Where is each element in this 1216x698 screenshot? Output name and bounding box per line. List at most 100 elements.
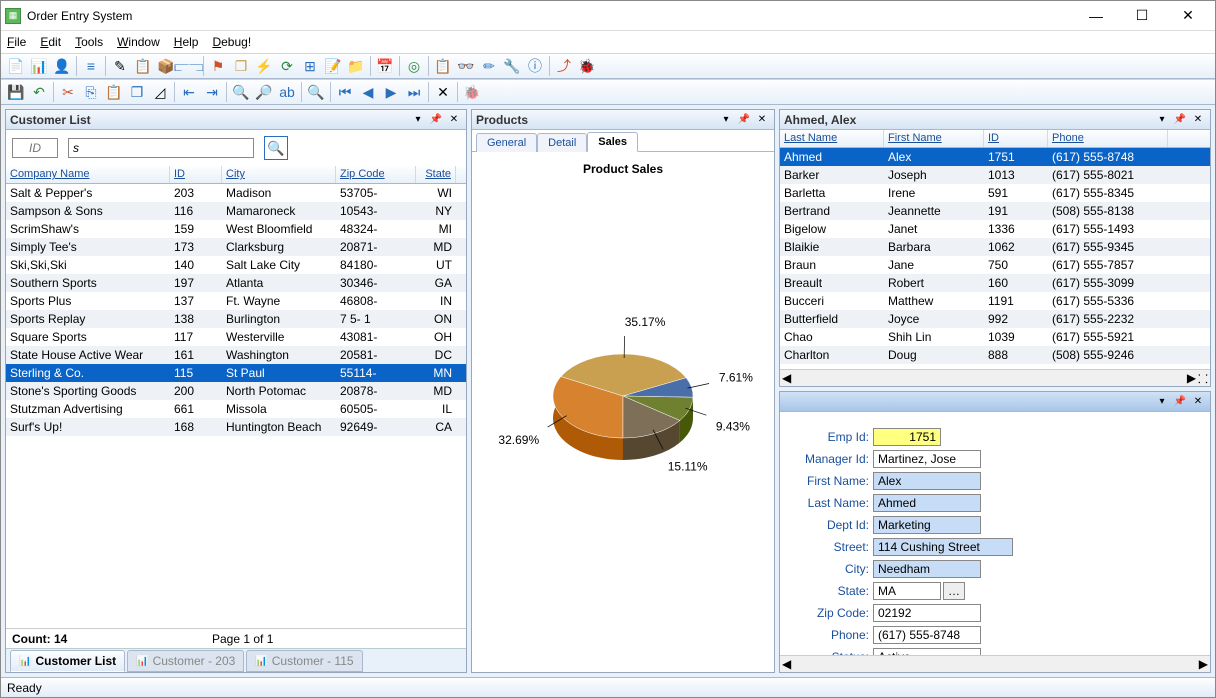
maximize-button[interactable]: ☐ xyxy=(1119,1,1165,31)
panel-pin-icon[interactable]: 📌 xyxy=(1172,112,1188,128)
form-input-city[interactable] xyxy=(873,560,981,578)
form-input-deptid[interactable] xyxy=(873,516,981,534)
tb-erase-icon[interactable]: ◿ xyxy=(149,81,171,103)
tb-refresh-icon[interactable]: ⟳ xyxy=(276,55,298,77)
tb-next-icon[interactable]: ▶ xyxy=(380,81,402,103)
col-phone[interactable]: Phone xyxy=(1048,130,1168,147)
table-row[interactable]: Surf's Up!168Huntington Beach92649-CA xyxy=(6,418,466,436)
table-row[interactable]: State House Active Wear161Washington2058… xyxy=(6,346,466,364)
menu-debug[interactable]: Debug! xyxy=(212,35,251,49)
table-row[interactable]: BreaultRobert160(617) 555-3099 xyxy=(780,274,1210,292)
table-row[interactable]: AhmedAlex1751(617) 555-8748 xyxy=(780,148,1210,166)
table-row[interactable]: Sports Replay138Burlington7 5- 1ON xyxy=(6,310,466,328)
table-row[interactable]: BertrandJeannette191(508) 555-8138 xyxy=(780,202,1210,220)
table-row[interactable]: Sampson & Sons116Mamaroneck10543-NY xyxy=(6,202,466,220)
tb-note-icon[interactable]: 📝 xyxy=(322,55,344,77)
tb-list-icon[interactable]: ≡ xyxy=(80,55,102,77)
tb-cut-icon[interactable]: ✂ xyxy=(57,81,79,103)
close-button[interactable]: ✕ xyxy=(1165,1,1211,31)
tb-save-icon[interactable]: 💾 xyxy=(5,81,27,103)
tb-flag-icon[interactable]: ⚑ xyxy=(207,55,229,77)
table-row[interactable]: Sterling & Co.115St Paul55114-MN xyxy=(6,364,466,382)
tb-edit-icon[interactable]: ✎ xyxy=(109,55,131,77)
form-input-phone[interactable] xyxy=(873,626,981,644)
tb-info-icon[interactable]: ⓘ xyxy=(524,55,546,77)
table-row[interactable]: Simply Tee's173Clarksburg20871-MD xyxy=(6,238,466,256)
panel-close-icon[interactable]: ✕ xyxy=(1190,112,1206,128)
tb-find-icon[interactable]: 🔍 xyxy=(305,81,327,103)
tb-folder-icon[interactable]: 📁 xyxy=(345,55,367,77)
table-row[interactable]: BlaikieBarbara1062(617) 555-9345 xyxy=(780,238,1210,256)
table-row[interactable]: BarkerJoseph1013(617) 555-8021 xyxy=(780,166,1210,184)
panel-dropdown-icon[interactable]: ▾ xyxy=(1154,112,1170,128)
panel-pin-icon[interactable]: 📌 xyxy=(428,112,444,128)
tb-prev-icon[interactable]: ◀ xyxy=(357,81,379,103)
menu-window[interactable]: Window xyxy=(117,35,160,49)
tb-glasses-icon[interactable]: 👓 xyxy=(455,55,477,77)
menu-edit[interactable]: Edit xyxy=(40,35,61,49)
panel-pin-icon[interactable]: 📌 xyxy=(736,112,752,128)
col-zip[interactable]: Zip Code xyxy=(336,166,416,183)
table-row[interactable]: Salt & Pepper's203Madison53705-WI xyxy=(6,184,466,202)
minimize-button[interactable]: — xyxy=(1073,1,1119,31)
panel-dropdown-icon[interactable]: ▾ xyxy=(410,112,426,128)
tb-bar-icon[interactable]: ⫍⫎ xyxy=(178,55,200,77)
customer-grid[interactable]: Salt & Pepper's203Madison53705-WISampson… xyxy=(6,184,466,628)
table-row[interactable]: Ski,Ski,Ski140Salt Lake City84180-UT xyxy=(6,256,466,274)
col-city[interactable]: City xyxy=(222,166,336,183)
search-name-input[interactable] xyxy=(68,138,254,158)
tb-copy-icon[interactable]: ❐ xyxy=(230,55,252,77)
tab-detail[interactable]: Detail xyxy=(537,133,587,152)
tb-pencil-icon[interactable]: ✏ xyxy=(478,55,500,77)
tb-bug2-icon[interactable]: 🐞 xyxy=(461,81,483,103)
tb-replace-icon[interactable]: ab xyxy=(276,81,298,103)
table-row[interactable]: BarlettaIrene591(617) 555-8345 xyxy=(780,184,1210,202)
table-row[interactable]: Stutzman Advertising661Missola60505-IL xyxy=(6,400,466,418)
table-row[interactable]: ScrimShaw's159West Bloomfield48324-MI xyxy=(6,220,466,238)
col-lastname[interactable]: Last Name xyxy=(780,130,884,147)
tb-user-icon[interactable]: 👤 xyxy=(51,55,73,77)
tb-first-icon[interactable]: ⏮ xyxy=(334,81,356,103)
tb-zoomin-icon[interactable]: 🔍 xyxy=(230,81,252,103)
tb-bug-icon[interactable]: 🐞 xyxy=(576,55,598,77)
tb-cal-icon[interactable]: 📅 xyxy=(374,55,396,77)
tb-dup-icon[interactable]: ❐ xyxy=(126,81,148,103)
tb-zoomout-icon[interactable]: 🔎 xyxy=(253,81,275,103)
menu-tools[interactable]: Tools xyxy=(75,35,103,49)
table-row[interactable]: BucceriMatthew1191(617) 555-5336 xyxy=(780,292,1210,310)
form-input-managerid[interactable] xyxy=(873,450,981,468)
table-row[interactable]: Southern Sports197Atlanta30346-GA xyxy=(6,274,466,292)
tb-indent-icon[interactable]: ⇤ xyxy=(178,81,200,103)
table-row[interactable]: BraunJane750(617) 555-7857 xyxy=(780,256,1210,274)
tb-doc-icon[interactable]: 📋 xyxy=(132,55,154,77)
panel-close-icon[interactable]: ✕ xyxy=(754,112,770,128)
form-input-firstname[interactable] xyxy=(873,472,981,490)
tb-undo-icon[interactable]: ↶ xyxy=(28,81,50,103)
table-row[interactable]: BigelowJanet1336(617) 555-1493 xyxy=(780,220,1210,238)
tab-general[interactable]: General xyxy=(476,133,537,152)
h-scrollbar[interactable]: ◀▶⸬ xyxy=(780,369,1210,386)
tb-target-icon[interactable]: ◎ xyxy=(403,55,425,77)
form-input-lastname[interactable] xyxy=(873,494,981,512)
tb-exit-icon[interactable]: ⤴ xyxy=(553,55,575,77)
panel-close-icon[interactable]: ✕ xyxy=(1190,394,1206,410)
search-button[interactable]: 🔍 xyxy=(264,136,288,160)
tb-new-icon[interactable]: 📄 xyxy=(5,55,27,77)
panel-dropdown-icon[interactable]: ▾ xyxy=(718,112,734,128)
tb-bolt-icon[interactable]: ⚡ xyxy=(253,55,275,77)
form-input-zipcode[interactable] xyxy=(873,604,981,622)
col-empid[interactable]: ID xyxy=(984,130,1048,147)
panel-close-icon[interactable]: ✕ xyxy=(446,112,462,128)
doc-tab[interactable]: 📊Customer List xyxy=(10,650,125,672)
employee-grid[interactable]: AhmedAlex1751(617) 555-8748BarkerJoseph1… xyxy=(780,148,1210,369)
menu-help[interactable]: Help xyxy=(174,35,199,49)
table-row[interactable]: Stone's Sporting Goods200North Potomac20… xyxy=(6,382,466,400)
form-input-empid[interactable] xyxy=(873,428,941,446)
col-state[interactable]: State xyxy=(416,166,456,183)
lookup-button[interactable]: … xyxy=(943,582,965,600)
tb-x-icon[interactable]: ✕ xyxy=(432,81,454,103)
table-row[interactable]: ChaoShih Lin1039(617) 555-5921 xyxy=(780,328,1210,346)
tb-copy2-icon[interactable]: ⎘ xyxy=(80,81,102,103)
menu-file[interactable]: File xyxy=(7,35,26,49)
tb-paste-icon[interactable]: 📋 xyxy=(103,81,125,103)
